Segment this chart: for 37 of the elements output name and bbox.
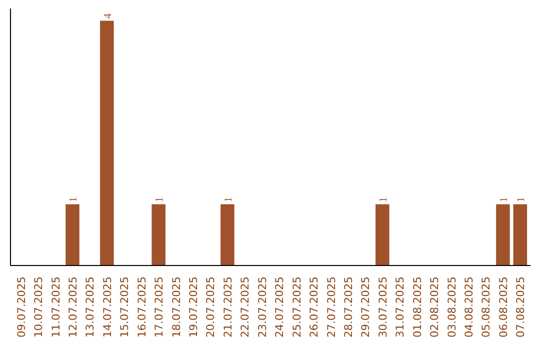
x-tick-label: 07.08.2025 bbox=[514, 276, 528, 338]
x-tick-label: 04.08.2025 bbox=[462, 276, 476, 338]
x-tick-label: 26.07.2025 bbox=[308, 276, 321, 338]
x-tick-label: 28.07.2025 bbox=[342, 276, 355, 338]
data-label: 1 bbox=[516, 196, 528, 202]
x-tick-label: 21.07.2025 bbox=[221, 276, 234, 338]
x-tick-label: 11.07.2025 bbox=[49, 276, 62, 338]
x-tick-label: 20.07.2025 bbox=[204, 276, 218, 338]
x-tick-label: 22.07.2025 bbox=[238, 276, 252, 338]
data-label: 1 bbox=[68, 196, 80, 202]
x-tick-label: 23.07.2025 bbox=[256, 276, 269, 338]
x-tick-label: 16.07.2025 bbox=[135, 276, 148, 338]
x-tick-label: 01.08.2025 bbox=[410, 276, 424, 338]
data-label: 1 bbox=[154, 196, 166, 202]
x-tick-label: 03.08.2025 bbox=[445, 276, 458, 338]
x-tick-label: 27.07.2025 bbox=[324, 276, 338, 338]
x-tick-label: 24.07.2025 bbox=[273, 276, 286, 338]
x-tick-label: 15.07.2025 bbox=[118, 276, 132, 338]
x-tick-label: 29.07.2025 bbox=[359, 276, 372, 338]
x-tick-label: 30.07.2025 bbox=[376, 276, 390, 338]
x-tick-label: 02.08.2025 bbox=[428, 276, 442, 338]
data-label: 4 bbox=[102, 12, 114, 19]
x-tick-label: 19.07.2025 bbox=[187, 276, 200, 338]
data-label: 1 bbox=[498, 196, 510, 202]
x-tick-label: 06.08.2025 bbox=[496, 276, 510, 338]
x-tick-label: 12.07.2025 bbox=[66, 276, 80, 338]
data-label: 1 bbox=[378, 196, 390, 202]
x-tick-label: 18.07.2025 bbox=[170, 276, 183, 338]
x-tick-label: 25.07.2025 bbox=[290, 276, 304, 338]
x-tick-label: 14.07.2025 bbox=[100, 276, 114, 338]
x-tick-label: 31.07.2025 bbox=[394, 276, 407, 338]
data-label: 1 bbox=[223, 196, 234, 202]
x-tick-label: 10.07.2025 bbox=[32, 276, 46, 338]
x-tick-label: 13.07.2025 bbox=[84, 276, 97, 338]
x-tick-label: 05.08.2025 bbox=[480, 276, 493, 338]
x-tick-label: 17.07.2025 bbox=[152, 276, 166, 338]
x-tick-label: 09.07.2025 bbox=[14, 276, 28, 338]
